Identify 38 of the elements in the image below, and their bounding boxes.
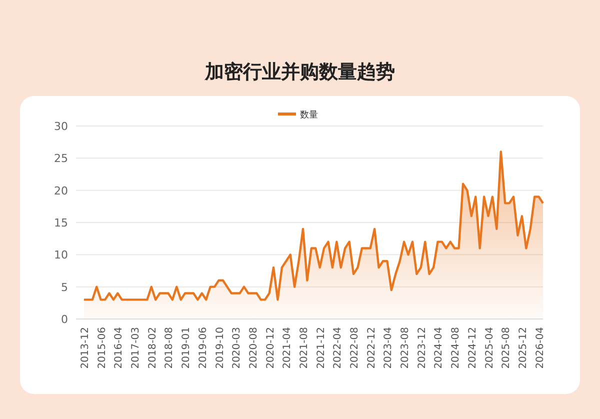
legend-label: 数量 [300, 110, 318, 120]
y-tick-label: 20 [54, 184, 68, 198]
chart-title: 加密行业并购数量趋势 [204, 61, 395, 83]
x-tick-label: 2025-12 [518, 327, 529, 369]
x-tick-label: 2022-08 [350, 327, 361, 369]
x-tick-label: 2019-06 [198, 327, 209, 369]
y-tick-label: 30 [54, 120, 68, 133]
x-tick-label: 2013-12 [80, 327, 91, 369]
x-tick-label: 2024-08 [450, 327, 462, 369]
x-tick-label: 2020-08 [248, 327, 260, 369]
y-tick-label: 25 [54, 152, 68, 166]
x-tick-label: 2021-12 [316, 327, 327, 369]
y-tick-label: 5 [61, 280, 68, 294]
x-tick-label: 2018-08 [164, 327, 176, 369]
x-tick-label: 2016-04 [114, 327, 125, 369]
x-tick-label: 2020-12 [265, 327, 276, 369]
x-tick-label: 2025-04 [484, 327, 496, 369]
x-tick-label: 2023-08 [400, 327, 412, 369]
x-tick-label: 2021-04 [282, 327, 294, 369]
x-tick-label: 2015-06 [96, 327, 108, 369]
x-tick-label: 2020-03 [232, 327, 243, 369]
x-tick-label: 2026-04 [534, 327, 546, 369]
x-tick-label: 2017-03 [130, 327, 142, 369]
x-tick-label: 2021-08 [298, 327, 310, 369]
x-tick-label: 2022-04 [332, 327, 344, 369]
legend: 数量 [278, 110, 318, 120]
x-tick-label: 2018-02 [147, 327, 158, 369]
x-tick-label: 2023-04 [383, 327, 394, 369]
y-tick-label: 15 [54, 216, 68, 230]
y-tick-label: 10 [54, 248, 68, 262]
x-tick-label: 2019-01 [181, 327, 192, 369]
x-tick-label: 2019-10 [214, 327, 226, 369]
x-tick-label: 2024-12 [467, 327, 478, 369]
x-tick-label: 2025-08 [501, 327, 512, 369]
x-tick-label: 2022-12 [366, 327, 378, 369]
y-tick-label: 0 [61, 313, 68, 326]
x-tick-label: 2024-04 [434, 327, 445, 369]
x-tick-label: 2023-12 [416, 327, 428, 369]
